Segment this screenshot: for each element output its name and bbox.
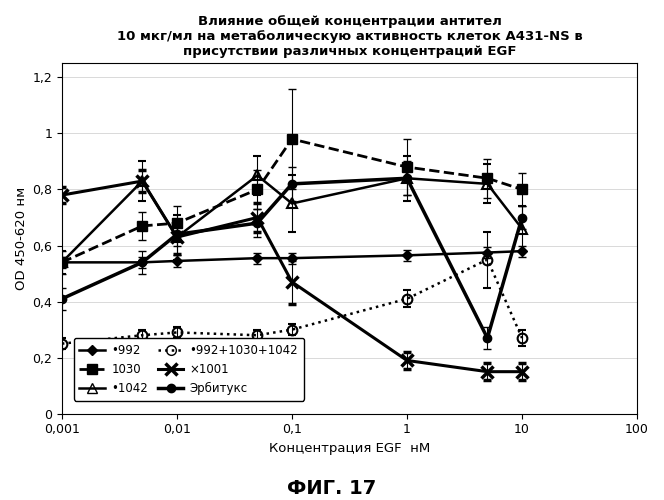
Title: Влияние общей концентрации антител
10 мкг/мл на метаболическую активность клеток: Влияние общей концентрации антител 10 мк… (117, 15, 582, 58)
Y-axis label: OD 450-620 нм: OD 450-620 нм (15, 187, 28, 290)
Legend: •992, 1030, •1042, •992+1030+1042, ×1001, Эрбитукс: •992, 1030, •1042, •992+1030+1042, ×1001… (74, 338, 304, 401)
X-axis label: Концентрация EGF  нМ: Концентрация EGF нМ (269, 442, 430, 455)
Text: ФИГ. 17: ФИГ. 17 (288, 478, 376, 498)
